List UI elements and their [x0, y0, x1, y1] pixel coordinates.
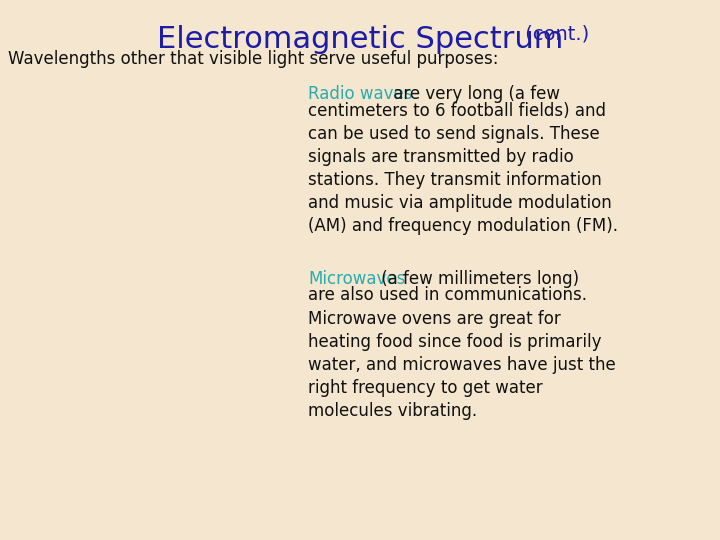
Text: Wavelengths other that visible light serve useful purposes:: Wavelengths other that visible light ser…	[8, 50, 498, 68]
Text: Electromagnetic Spectrum: Electromagnetic Spectrum	[157, 25, 563, 54]
Text: Microwaves: Microwaves	[308, 270, 405, 288]
Text: Radio waves: Radio waves	[308, 85, 413, 103]
Text: are also used in communications.
Microwave ovens are great for
heating food sinc: are also used in communications. Microwa…	[308, 287, 616, 421]
Text: (a few millimeters long): (a few millimeters long)	[376, 270, 579, 288]
Text: centimeters to 6 football fields) and
can be used to send signals. These
signals: centimeters to 6 football fields) and ca…	[308, 102, 618, 235]
Text: (cont.): (cont.)	[519, 24, 589, 43]
Text: are very long (a few: are very long (a few	[388, 85, 560, 103]
